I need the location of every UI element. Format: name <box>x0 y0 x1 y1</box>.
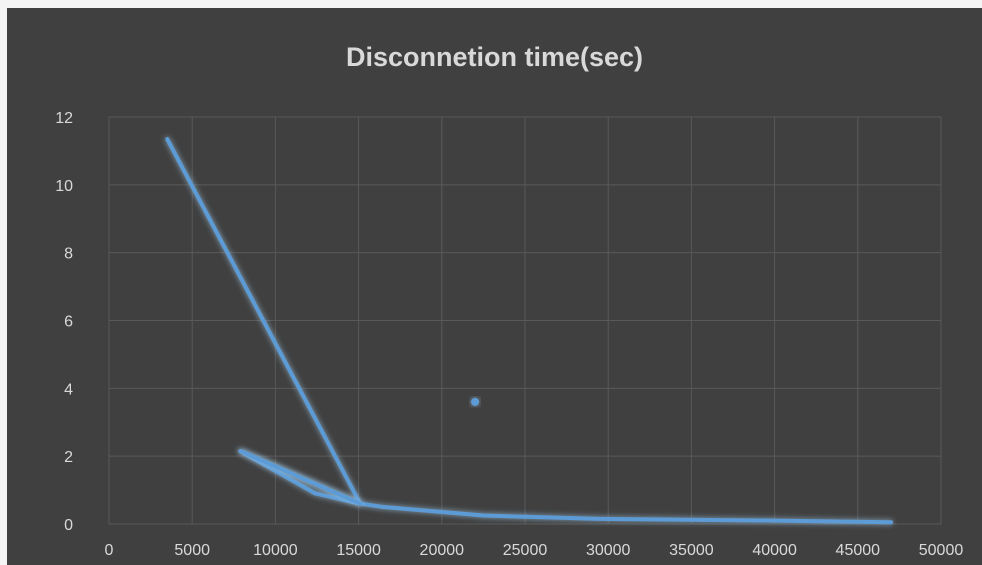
series-line <box>238 449 363 506</box>
grid-layer <box>108 116 942 525</box>
chart-title: Disconnetion time(sec) <box>345 42 644 72</box>
chart-area: Disconnetion time(sec) 0 5000 10000 15000 20… <box>7 8 982 565</box>
axis-layer: 0 5000 10000 15000 20000 25000 30000 35000 40000… <box>55 110 963 559</box>
y-tick-label: 8 <box>64 246 73 263</box>
y-tick-label: 6 <box>64 314 73 331</box>
x-tick-label: 45000 <box>836 542 881 559</box>
chart-svg: 0 5000 10000 15000 20000 25000 30000 35000 40000… <box>55 110 963 559</box>
x-tick-label: 15000 <box>336 542 381 559</box>
y-tick-label: 10 <box>55 178 73 195</box>
x-tick-label: 35000 <box>669 542 714 559</box>
series-layer <box>165 137 894 525</box>
y-tick-label: 4 <box>64 381 73 398</box>
x-tick-label: 25000 <box>503 542 548 559</box>
x-tick-label: 20000 <box>420 542 465 559</box>
y-tick-label: 0 <box>64 517 73 534</box>
y-tick-label: 12 <box>55 110 73 127</box>
x-tick-label: 50000 <box>919 542 964 559</box>
x-tick-label: 40000 <box>752 542 797 559</box>
y-tick-label: 2 <box>64 449 73 466</box>
x-tick-label: 5000 <box>174 542 210 559</box>
data-point <box>471 397 480 406</box>
x-tick-label: 30000 <box>586 542 631 559</box>
x-tick-label: 0 <box>105 542 114 559</box>
x-tick-label: 10000 <box>253 542 298 559</box>
